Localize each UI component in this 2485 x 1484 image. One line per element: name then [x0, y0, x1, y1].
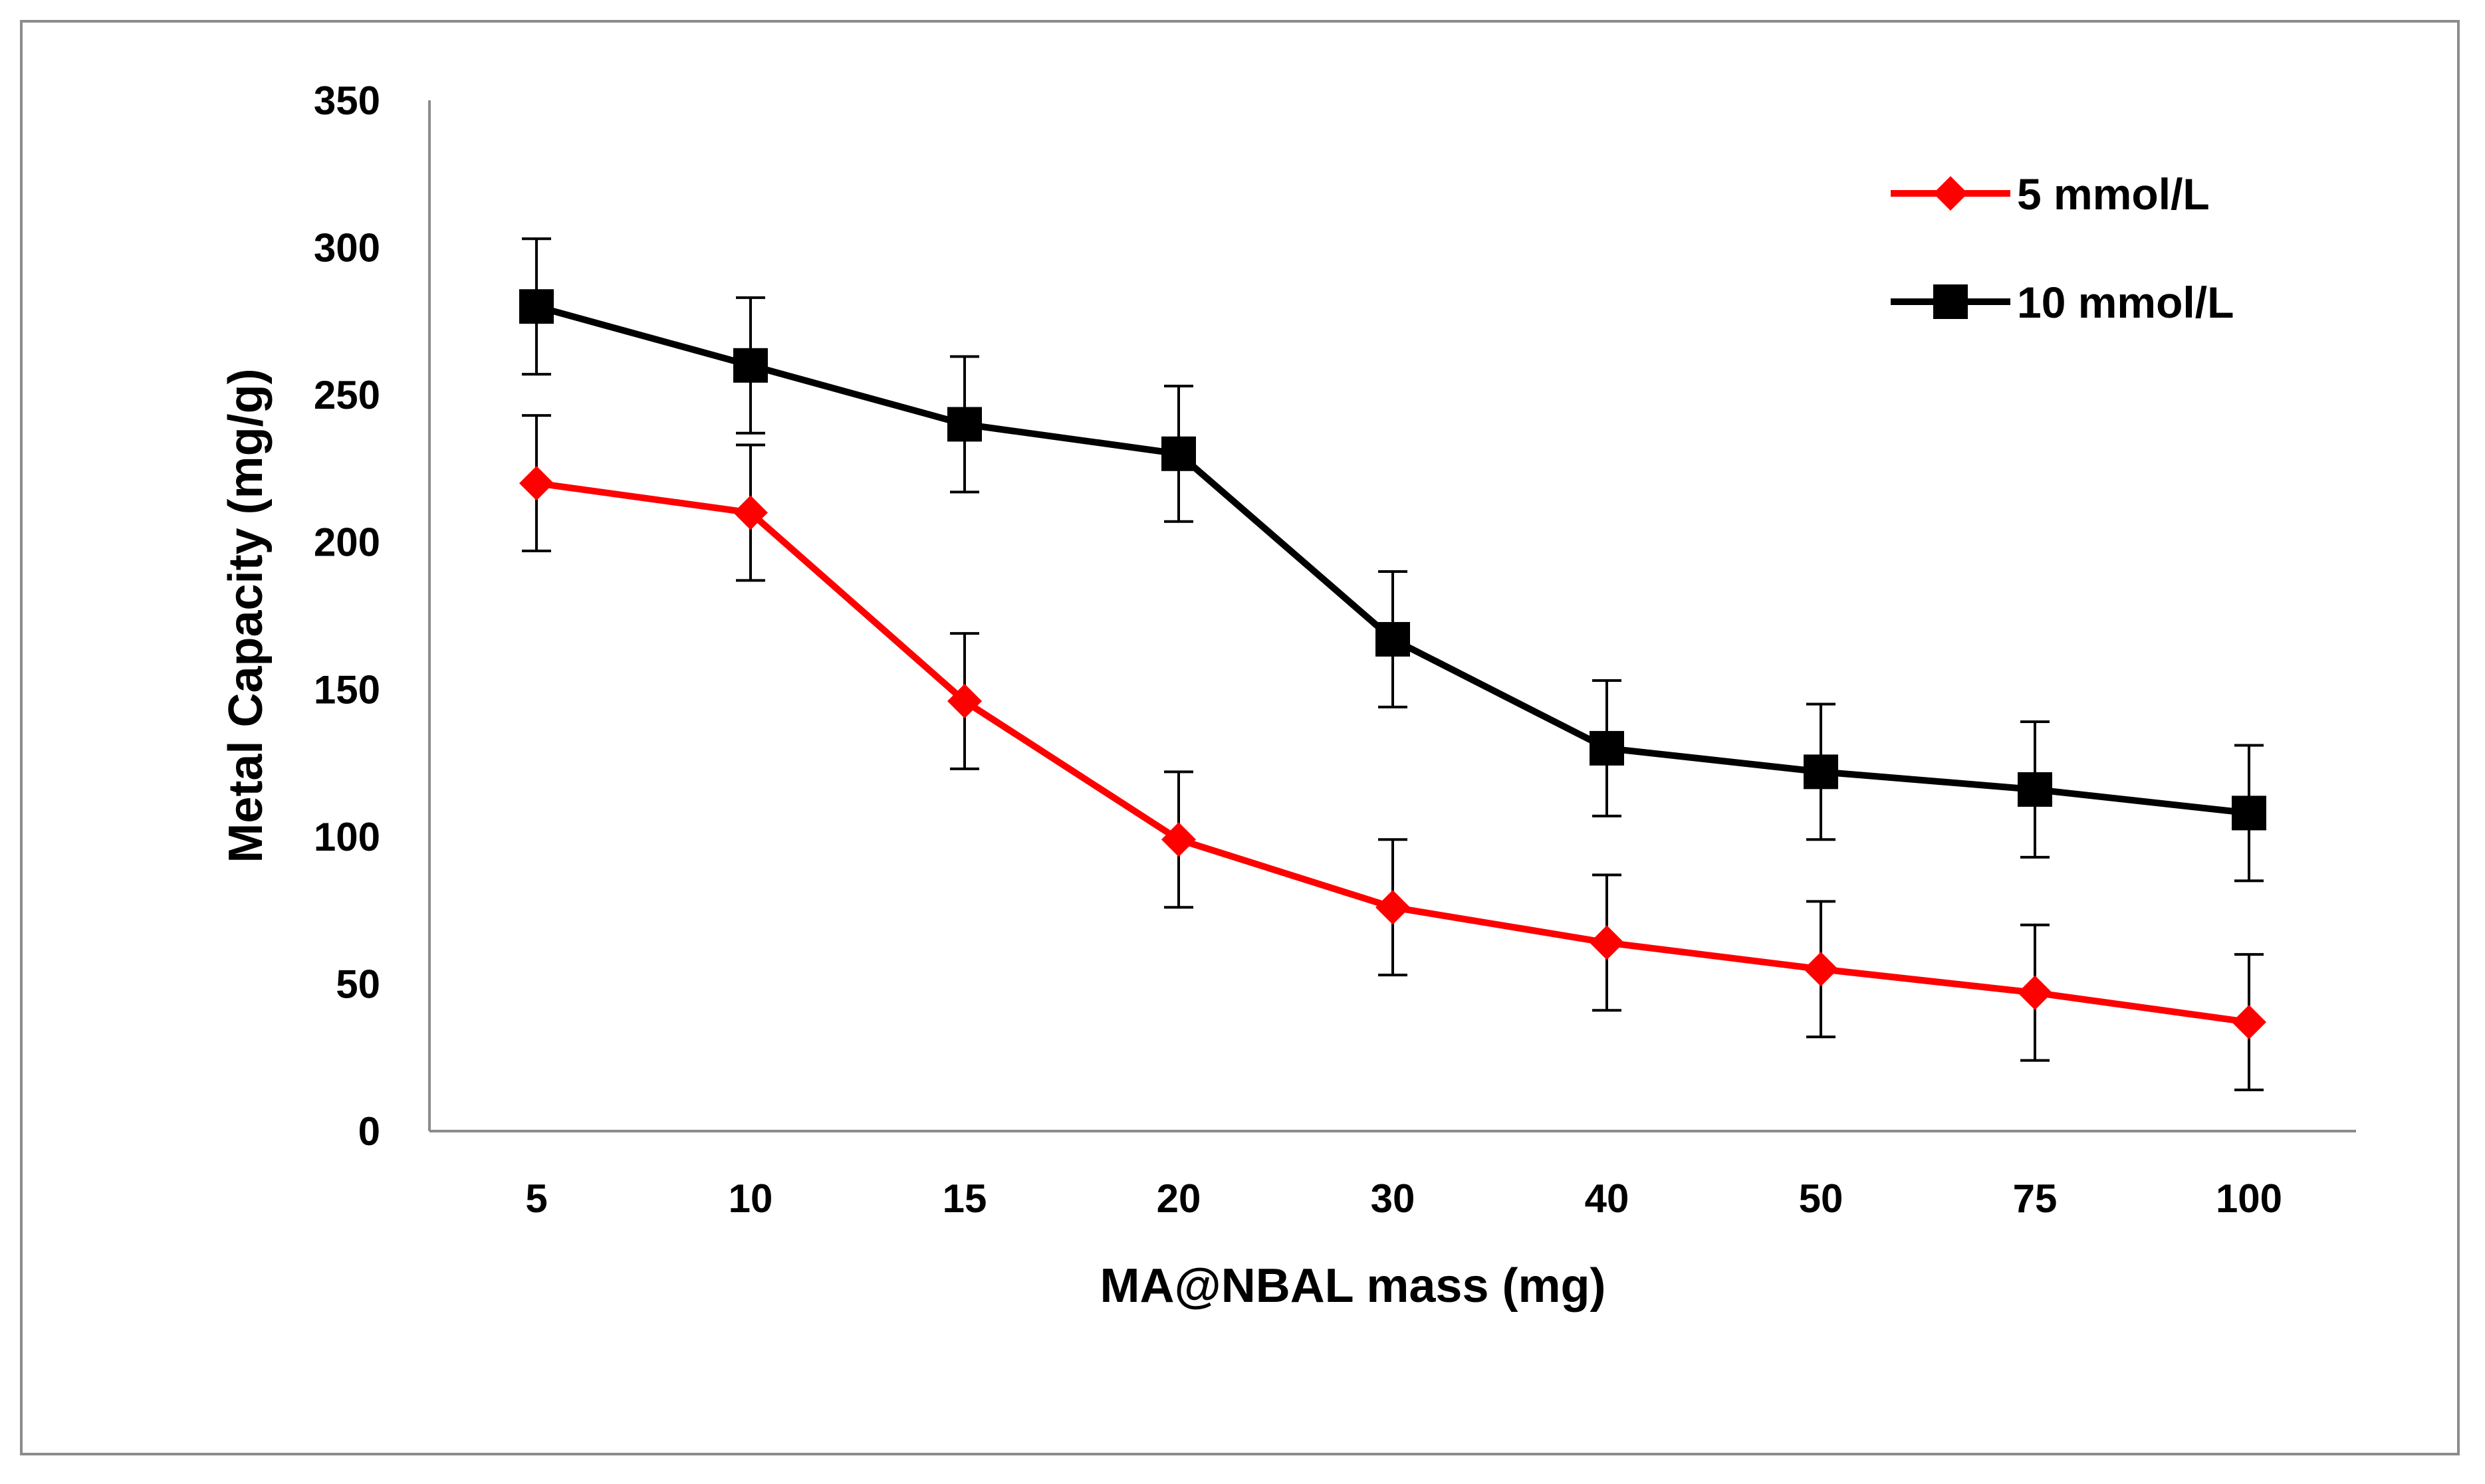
y-axis-title: Metal Capacity (mg/g) [219, 368, 273, 863]
x-tick-label: 50 [1799, 1176, 1843, 1221]
y-tick-label: 0 [358, 1109, 380, 1154]
series-layer [519, 237, 2266, 1091]
y-tick-label: 100 [314, 815, 380, 859]
data-point-square [2018, 772, 2052, 807]
legend-label-5-mmol: 5 mmol/L [2017, 169, 2210, 219]
data-point-square [1161, 436, 1196, 471]
x-tick-label: 40 [1585, 1176, 1629, 1221]
y-tick-label: 350 [314, 78, 380, 123]
data-point-diamond [1590, 925, 1624, 960]
data-point-square [733, 348, 768, 383]
series-5-mmol [519, 414, 2266, 1091]
legend-item-10-mmol: 10 mmol/L [1891, 278, 2234, 327]
y-tick-label: 150 [314, 667, 380, 712]
x-tick-label: 10 [729, 1176, 773, 1221]
series-line [535, 303, 2250, 817]
line-chart: 0 50 100 150 200 250 300 350 5 10 15 20 30 40 50 75 100… [219, 78, 2356, 1313]
data-point-diamond [519, 466, 554, 501]
legend-item-5-mmol: 5 mmol/L [1891, 169, 2210, 219]
legend-marker-diamond [1933, 176, 1968, 211]
data-point-diamond [733, 495, 768, 530]
data-point-square [1590, 730, 1624, 766]
data-point-square [1375, 621, 1410, 657]
series-10-mmol [519, 237, 2266, 883]
data-point-square [1804, 754, 1838, 790]
data-point-square [519, 289, 554, 324]
legend-marker-square [1933, 284, 1968, 319]
x-tick-label: 15 [943, 1176, 987, 1221]
data-point-diamond [1375, 890, 1410, 925]
data-point-diamond [2232, 1005, 2266, 1040]
data-point-diamond [947, 684, 982, 719]
data-point-diamond [2018, 975, 2052, 1010]
x-tick-label: 20 [1157, 1176, 1201, 1221]
data-point-square [947, 407, 982, 442]
y-tick-label: 250 [314, 373, 380, 417]
x-tick-label: 5 [525, 1176, 547, 1221]
axes [428, 100, 2356, 1132]
data-point-square [2232, 795, 2266, 831]
x-axis-title: MA@NBAL mass (mg) [1100, 1259, 1606, 1313]
y-tick-label: 200 [314, 520, 380, 565]
y-tick-label: 50 [336, 962, 380, 1006]
y-tick-labels: 0 50 100 150 200 250 300 350 [314, 78, 380, 1154]
data-point-diamond [1804, 952, 1838, 987]
x-tick-label: 30 [1371, 1176, 1415, 1221]
x-tick-label: 100 [2216, 1176, 2282, 1221]
y-tick-label: 300 [314, 226, 380, 270]
chart-frame: 0 50 100 150 200 250 300 350 5 10 15 20 30 40 50 75 100… [20, 20, 2460, 1455]
x-tick-labels: 5 10 15 20 30 40 50 75 100 [525, 1176, 2282, 1221]
legend-label-10-mmol: 10 mmol/L [2017, 278, 2234, 327]
legend: 5 mmol/L 10 mmol/L [1891, 169, 2234, 327]
x-tick-label: 75 [2013, 1176, 2058, 1221]
data-point-diamond [1161, 822, 1196, 857]
